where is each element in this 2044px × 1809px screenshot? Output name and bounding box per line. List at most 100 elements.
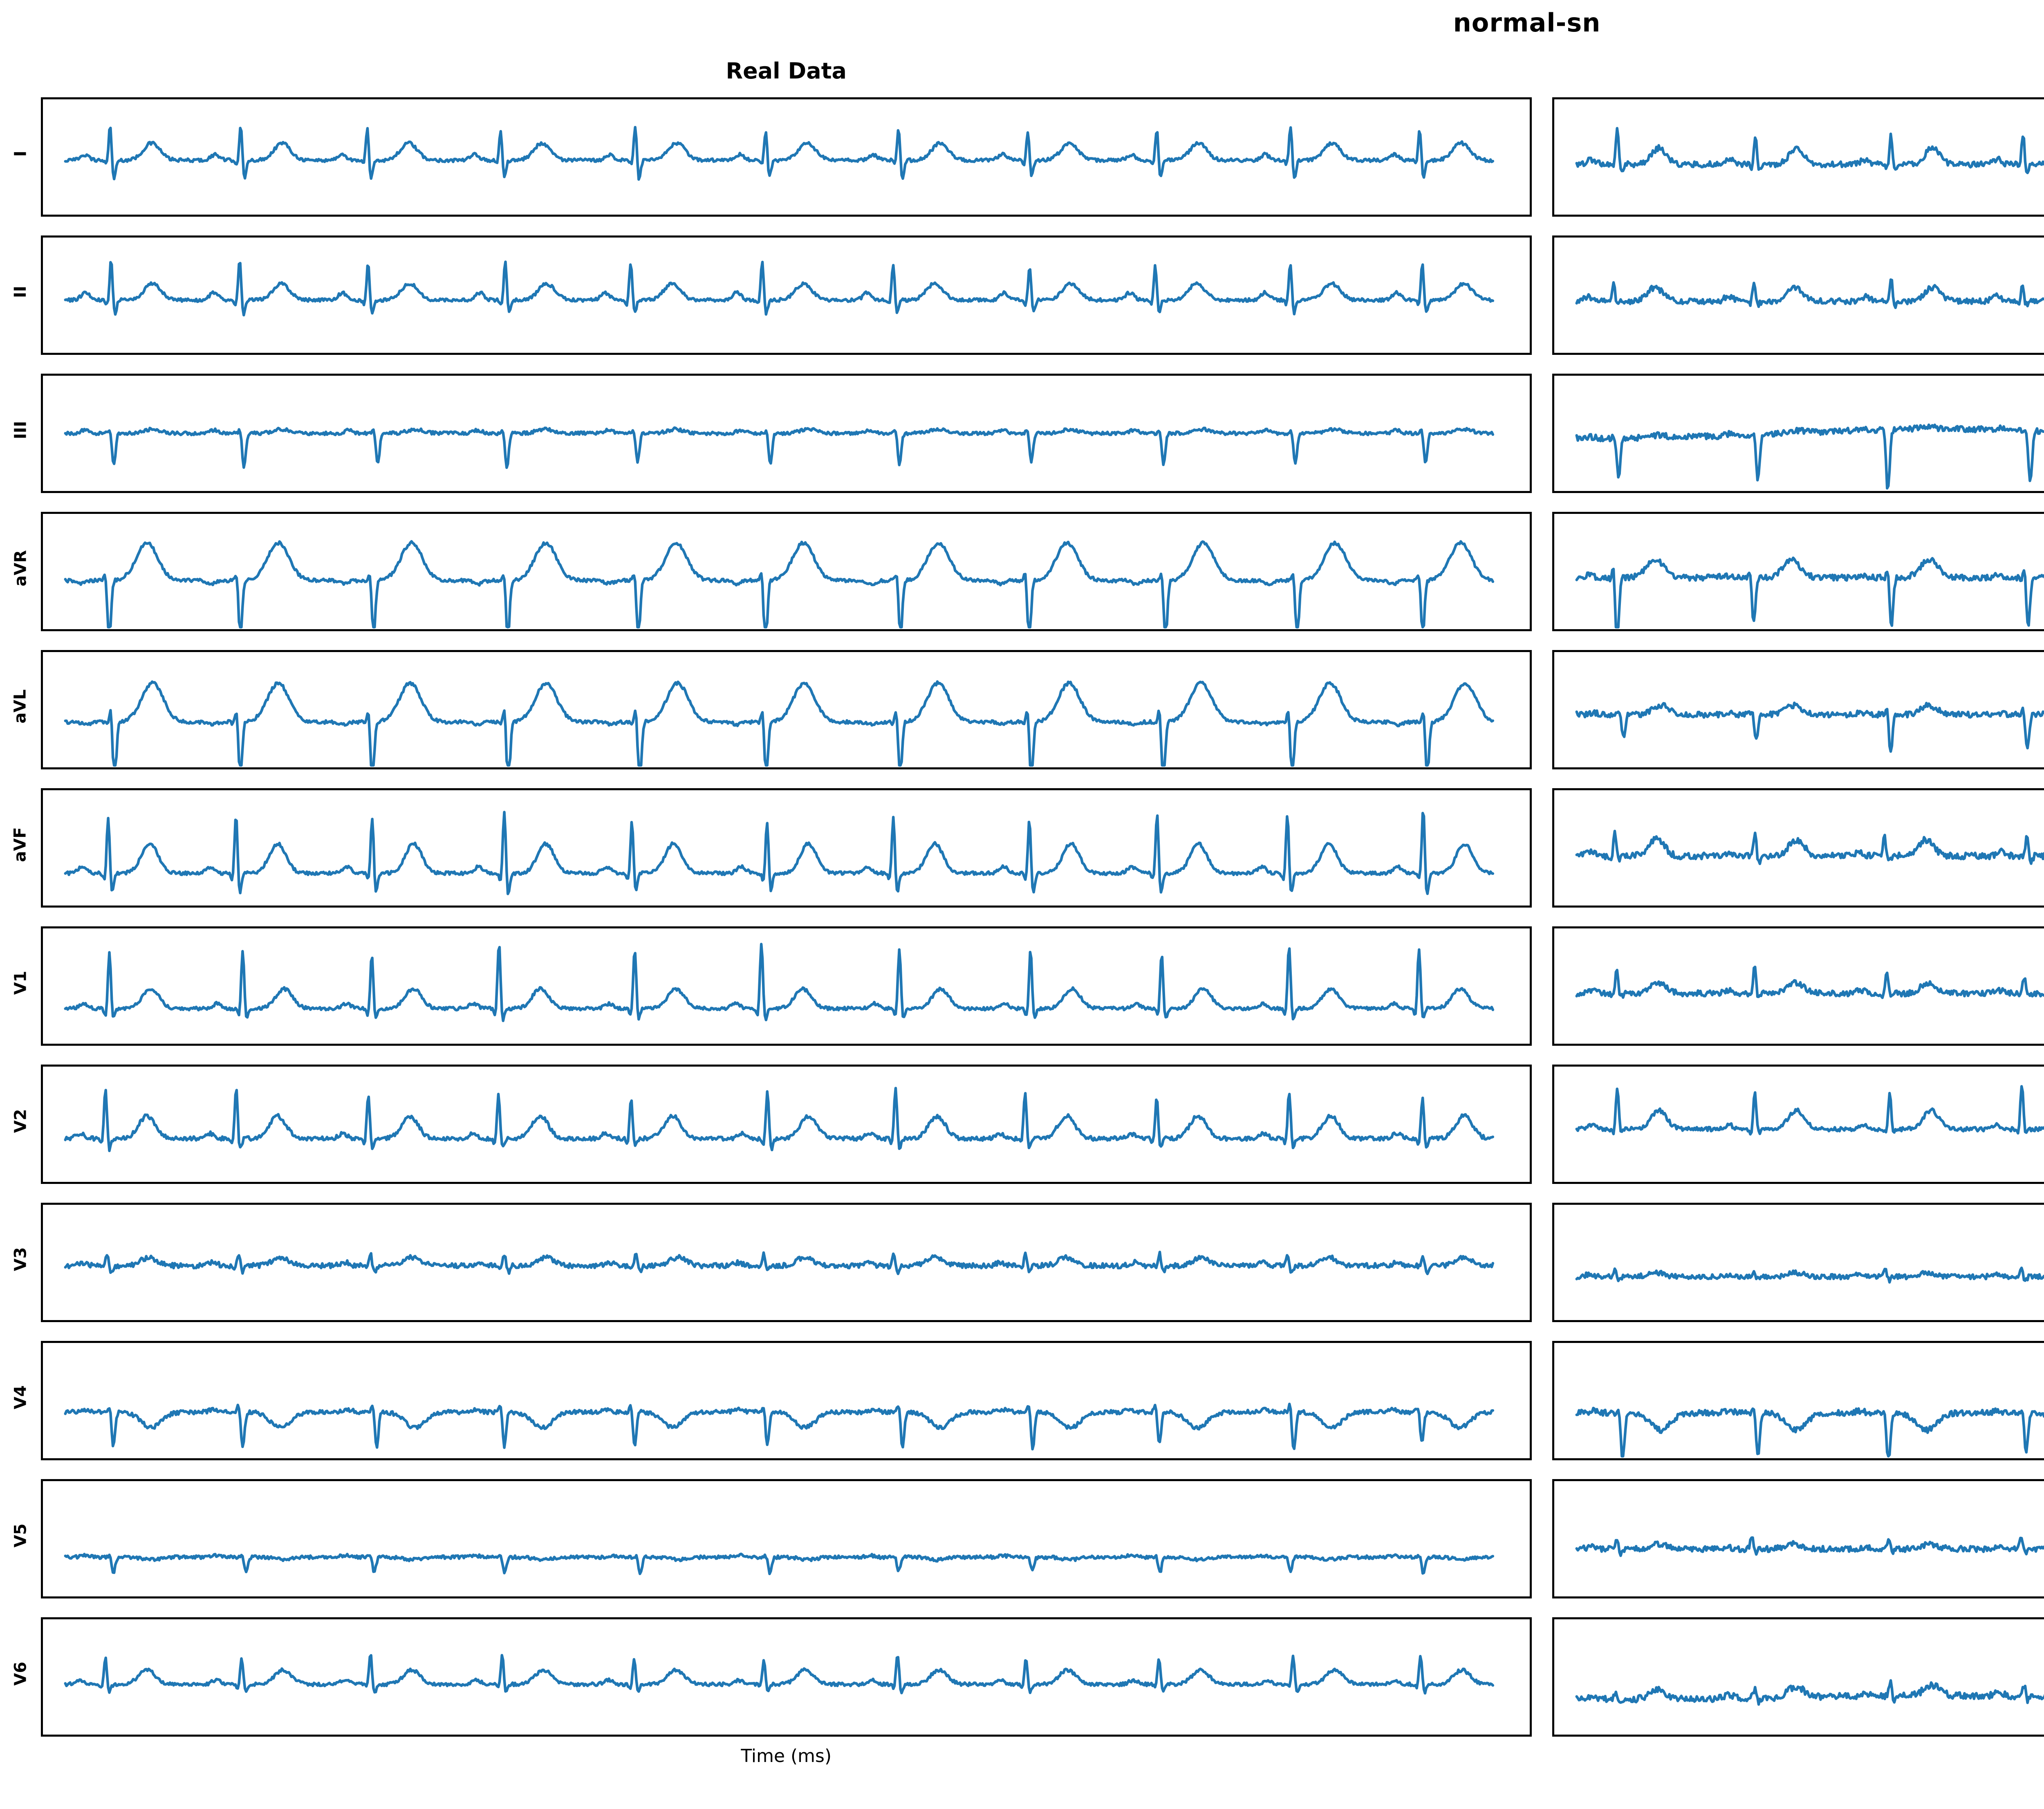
ecg-trace-real-III: [64, 426, 1495, 469]
panel-synthetic-aVF: [1552, 788, 2044, 908]
lead-label-aVL: aVL: [11, 689, 30, 724]
panel-real-V6: [41, 1617, 1532, 1737]
lead-label-V3: V3: [11, 1247, 30, 1271]
ecg-trace-synthetic-aVR: [1575, 556, 2044, 629]
synthetic-column-header: Synthetic Data: [1552, 45, 2044, 87]
ecg-plot-synthetic-I: [1575, 127, 2044, 175]
ecg-trace-synthetic-V6: [1575, 1679, 2044, 1706]
ecg-plot-synthetic-V4: [1575, 1406, 2044, 1458]
ecg-plot-synthetic-aVL: [1575, 702, 2044, 753]
ecg-trace-real-aVR: [64, 540, 1495, 629]
synthetic-xaxis-label: Time (ms): [1552, 1737, 2044, 1795]
real-panels: [41, 97, 1532, 1737]
lead-cell-II: II: [0, 232, 41, 352]
lead-cell-V5: V5: [0, 1476, 41, 1595]
lead-cell-I: I: [0, 94, 41, 213]
ecg-trace-synthetic-I: [1575, 127, 2044, 175]
ecg-plot-real-V4: [64, 1403, 1495, 1450]
ecg-plot-real-V6: [64, 1654, 1495, 1695]
ecg-trace-synthetic-V5: [1575, 1536, 2044, 1557]
ecg-trace-synthetic-aVL: [1575, 702, 2044, 753]
ecg-plot-real-aVR: [64, 540, 1495, 629]
ecg-plot-synthetic-II: [1575, 278, 2044, 309]
lead-label-III: III: [11, 421, 30, 439]
lead-label-V5: V5: [11, 1523, 30, 1548]
synthetic-panels: [1552, 97, 2044, 1737]
lead-label-V1: V1: [11, 971, 30, 995]
lead-cell-V4: V4: [0, 1338, 41, 1457]
ecg-plot-synthetic-aVF: [1575, 829, 2044, 865]
ecg-trace-real-V4: [64, 1403, 1495, 1450]
synthetic-data-column: Synthetic Data Time (ms): [1552, 45, 2044, 1795]
real-column-header: Real Data: [726, 58, 847, 84]
ecg-plot-synthetic-V2: [1575, 1085, 2044, 1136]
lead-label-II: II: [11, 286, 30, 298]
lead-cell-V1: V1: [0, 923, 41, 1042]
panel-real-II: [41, 235, 1532, 355]
panel-synthetic-aVR: [1552, 512, 2044, 631]
panel-real-I: [41, 97, 1532, 217]
lead-label-spacer: [0, 45, 41, 94]
ecg-trace-synthetic-V4: [1575, 1406, 2044, 1458]
lead-label-I: I: [11, 150, 30, 157]
ecg-plot-real-aVF: [64, 811, 1495, 895]
panel-real-V5: [41, 1479, 1532, 1598]
ecg-plot-synthetic-V1: [1575, 966, 2044, 999]
panel-real-aVR: [41, 512, 1532, 631]
panel-real-V3: [41, 1203, 1532, 1322]
panel-synthetic-V3: [1552, 1203, 2044, 1322]
ecg-trace-real-aVF: [64, 811, 1495, 895]
panel-synthetic-I: [1552, 97, 2044, 217]
lead-cell-V2: V2: [0, 1061, 41, 1181]
ecg-plot-real-V5: [64, 1552, 1495, 1576]
ecg-trace-real-V2: [64, 1087, 1495, 1152]
lead-cell-V3: V3: [0, 1199, 41, 1319]
panel-real-aVL: [41, 650, 1532, 769]
panel-synthetic-III: [1552, 374, 2044, 493]
panel-real-V1: [41, 926, 1532, 1046]
panel-synthetic-V4: [1552, 1341, 2044, 1460]
ecg-plot-real-V1: [64, 943, 1495, 1022]
lead-cell-III: III: [0, 370, 41, 490]
lead-label-aVR: aVR: [11, 550, 30, 587]
panel-synthetic-aVL: [1552, 650, 2044, 769]
ecg-plot-synthetic-V6: [1575, 1679, 2044, 1706]
figure-title: normal-sn: [1453, 7, 1601, 38]
ecg-plot-synthetic-aVR: [1575, 556, 2044, 629]
lead-label-aVF: aVF: [11, 827, 30, 862]
ecg-trace-real-V5: [64, 1552, 1495, 1576]
ecg-trace-synthetic-V3: [1575, 1267, 2044, 1284]
real-xaxis-label: Time (ms): [741, 1746, 832, 1766]
lead-label-V4: V4: [11, 1385, 30, 1410]
panel-synthetic-V1: [1552, 926, 2044, 1046]
ecg-trace-synthetic-III: [1575, 423, 2044, 490]
panel-synthetic-II: [1552, 235, 2044, 355]
figure-body: I II III aVR aVL aVF V1 V2 V3 V4 V5 V6 Real Data Ti…: [0, 45, 2044, 1795]
panel-synthetic-V6: [1552, 1617, 2044, 1737]
lead-label-V2: V2: [11, 1109, 30, 1133]
ecg-trace-real-V3: [64, 1251, 1495, 1275]
ecg-plot-real-II: [64, 260, 1495, 317]
ecg-plot-real-V3: [64, 1251, 1495, 1275]
ecg-trace-synthetic-V2: [1575, 1085, 2044, 1136]
ecg-plot-real-I: [64, 126, 1495, 181]
ecg-trace-synthetic-V1: [1575, 966, 2044, 999]
ecg-plot-synthetic-V3: [1575, 1267, 2044, 1284]
real-data-column: Real Data Time (ms): [41, 45, 1532, 1795]
ecg-plot-real-III: [64, 426, 1495, 469]
ecg-plot-real-V2: [64, 1087, 1495, 1152]
lead-label-V6: V6: [11, 1661, 30, 1686]
lead-label-cells: I II III aVR aVL aVF V1 V2 V3 V4 V5 V6: [0, 94, 41, 1733]
ecg-trace-real-I: [64, 126, 1495, 181]
lead-label-column: I II III aVR aVL aVF V1 V2 V3 V4 V5 V6: [0, 45, 41, 1733]
ecg-trace-real-V1: [64, 943, 1495, 1022]
ecg-plot-real-aVL: [64, 680, 1495, 767]
lead-cell-aVR: aVR: [0, 509, 41, 628]
ecg-trace-real-aVL: [64, 680, 1495, 767]
ecg-plot-synthetic-V5: [1575, 1536, 2044, 1557]
panel-synthetic-V5: [1552, 1479, 2044, 1598]
ecg-trace-synthetic-II: [1575, 278, 2044, 309]
panel-real-aVF: [41, 788, 1532, 908]
lead-cell-V6: V6: [0, 1614, 41, 1733]
